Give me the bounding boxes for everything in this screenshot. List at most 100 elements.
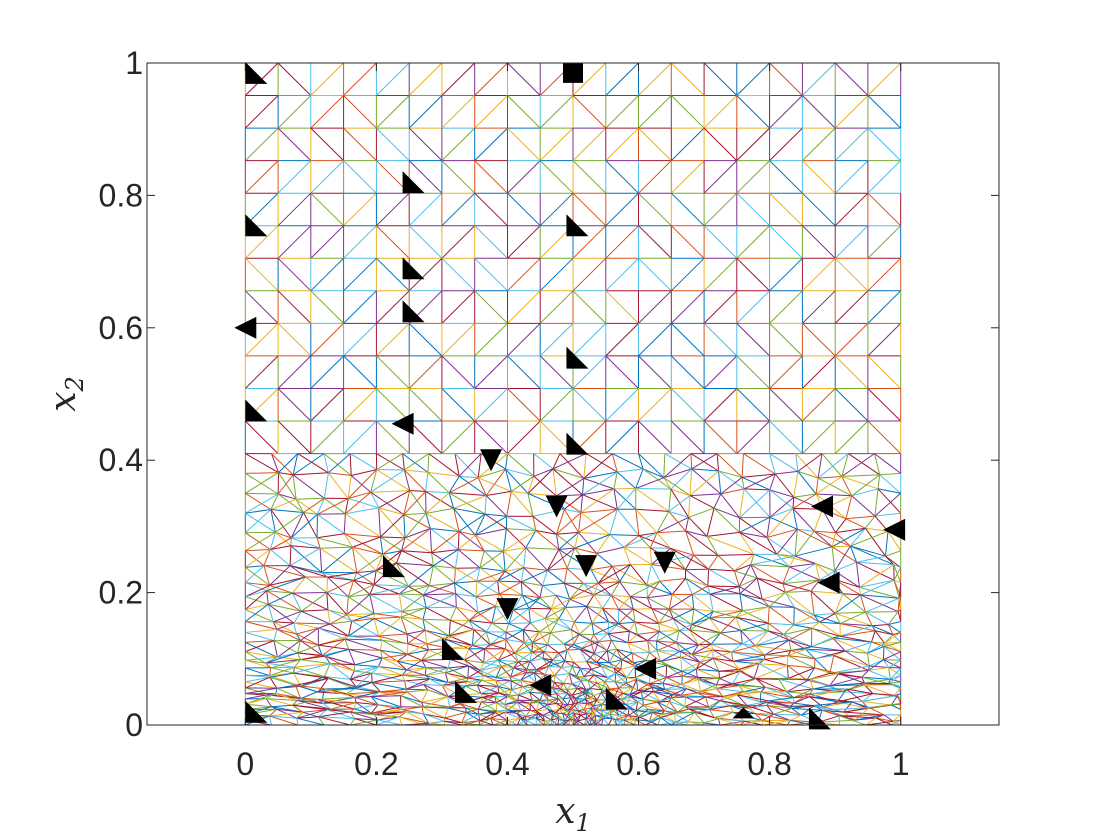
mesh-edge [786, 688, 814, 693]
mesh-edge [245, 687, 277, 695]
mesh-edge [297, 640, 301, 654]
mesh-edge [860, 594, 899, 613]
mesh-edge [832, 637, 872, 643]
mesh-edge [269, 708, 278, 717]
mesh-edge [594, 650, 608, 654]
mesh-edge [300, 640, 319, 646]
mesh-edge [548, 660, 565, 667]
mesh-edge [401, 607, 427, 618]
mesh-edge [743, 453, 776, 475]
mesh-edge [613, 471, 618, 489]
mesh-edge [533, 672, 537, 684]
filled-triangle [391, 412, 414, 435]
mesh-edge [670, 95, 705, 129]
mesh-edge [563, 683, 573, 685]
mesh-edge [758, 663, 788, 666]
mesh-edge [511, 490, 529, 494]
mesh-edge [893, 567, 902, 581]
mesh-edge [407, 643, 427, 655]
mesh-edge [888, 621, 901, 625]
mesh-edge [428, 565, 434, 586]
mesh-edge [659, 630, 677, 644]
mesh-edge [495, 677, 512, 682]
mesh-edge [480, 693, 496, 698]
mesh-edge [380, 514, 405, 538]
mesh-edge [818, 476, 842, 479]
mesh-edge [514, 652, 531, 662]
mesh-edge [528, 607, 546, 620]
mesh-edge [652, 711, 662, 715]
mesh-edge [245, 531, 276, 552]
mesh-edge [850, 545, 886, 557]
mesh-edge [815, 478, 819, 495]
mesh-edge [638, 453, 644, 470]
mesh-edge [570, 697, 574, 704]
mesh-edge [310, 62, 344, 96]
mesh-edge [316, 537, 353, 548]
mesh-edge [888, 667, 891, 680]
mesh-edge [620, 665, 636, 670]
mesh-edge [660, 712, 675, 718]
mesh-edge [507, 225, 541, 259]
mesh-edge [571, 666, 578, 677]
mesh-edge [570, 697, 579, 704]
mesh-edge [731, 651, 765, 660]
mesh-edge [520, 567, 525, 582]
mesh-edge [506, 491, 512, 517]
mesh-edge [743, 488, 771, 518]
mesh-edge [634, 621, 659, 624]
mesh-edge [458, 531, 485, 552]
mesh-edge [348, 618, 375, 637]
mesh-edge [575, 691, 588, 699]
mesh-edge [887, 530, 902, 552]
mesh-edge [688, 516, 708, 537]
mesh-edge [607, 633, 629, 644]
mesh-edge [664, 453, 692, 470]
mesh-edge [277, 640, 301, 658]
mesh-edge [293, 611, 302, 624]
mesh-edge [834, 225, 869, 259]
mesh-edge [651, 608, 660, 624]
mesh-edge [579, 648, 597, 663]
mesh-edge [525, 720, 537, 726]
mesh-edge [550, 608, 560, 620]
mesh-edge [527, 476, 535, 494]
mesh-edge [831, 546, 836, 572]
mesh-edge [423, 696, 448, 708]
mesh-edge [890, 678, 901, 683]
mesh-edge [815, 563, 835, 572]
mesh-edge [485, 513, 507, 517]
mesh-edge [408, 355, 443, 389]
mesh-edge [539, 257, 574, 292]
mesh-edge [787, 655, 815, 660]
mesh-edge [613, 488, 637, 510]
mesh-edge [736, 127, 770, 161]
mesh-edge [802, 323, 836, 357]
mesh-edge [474, 515, 507, 536]
mesh-edge [630, 691, 642, 698]
mesh-edge [668, 594, 673, 610]
mesh-edge [606, 650, 623, 661]
mesh-edge [520, 581, 541, 598]
mesh-edge [532, 516, 557, 535]
mesh-edge [574, 547, 597, 554]
mesh-edge [355, 702, 372, 714]
mesh-edge [662, 677, 667, 684]
mesh-edge [290, 513, 318, 539]
mesh-edge [590, 705, 594, 709]
mesh-edge [380, 536, 402, 552]
mesh-edge [769, 323, 803, 357]
mesh-edge [736, 290, 770, 324]
mesh-edge [706, 531, 740, 537]
mesh-edge [695, 669, 698, 678]
y-axis-label-sub: 2 [61, 376, 89, 392]
mesh-edge [527, 468, 554, 494]
mesh-edge [768, 606, 795, 626]
mesh-edge [850, 530, 889, 547]
mesh-edge [567, 703, 574, 712]
mesh-edge [856, 555, 886, 563]
mesh-edge [382, 550, 402, 555]
mesh-edge [523, 547, 527, 568]
mesh-edge [270, 509, 276, 533]
mesh-edge [271, 704, 293, 708]
